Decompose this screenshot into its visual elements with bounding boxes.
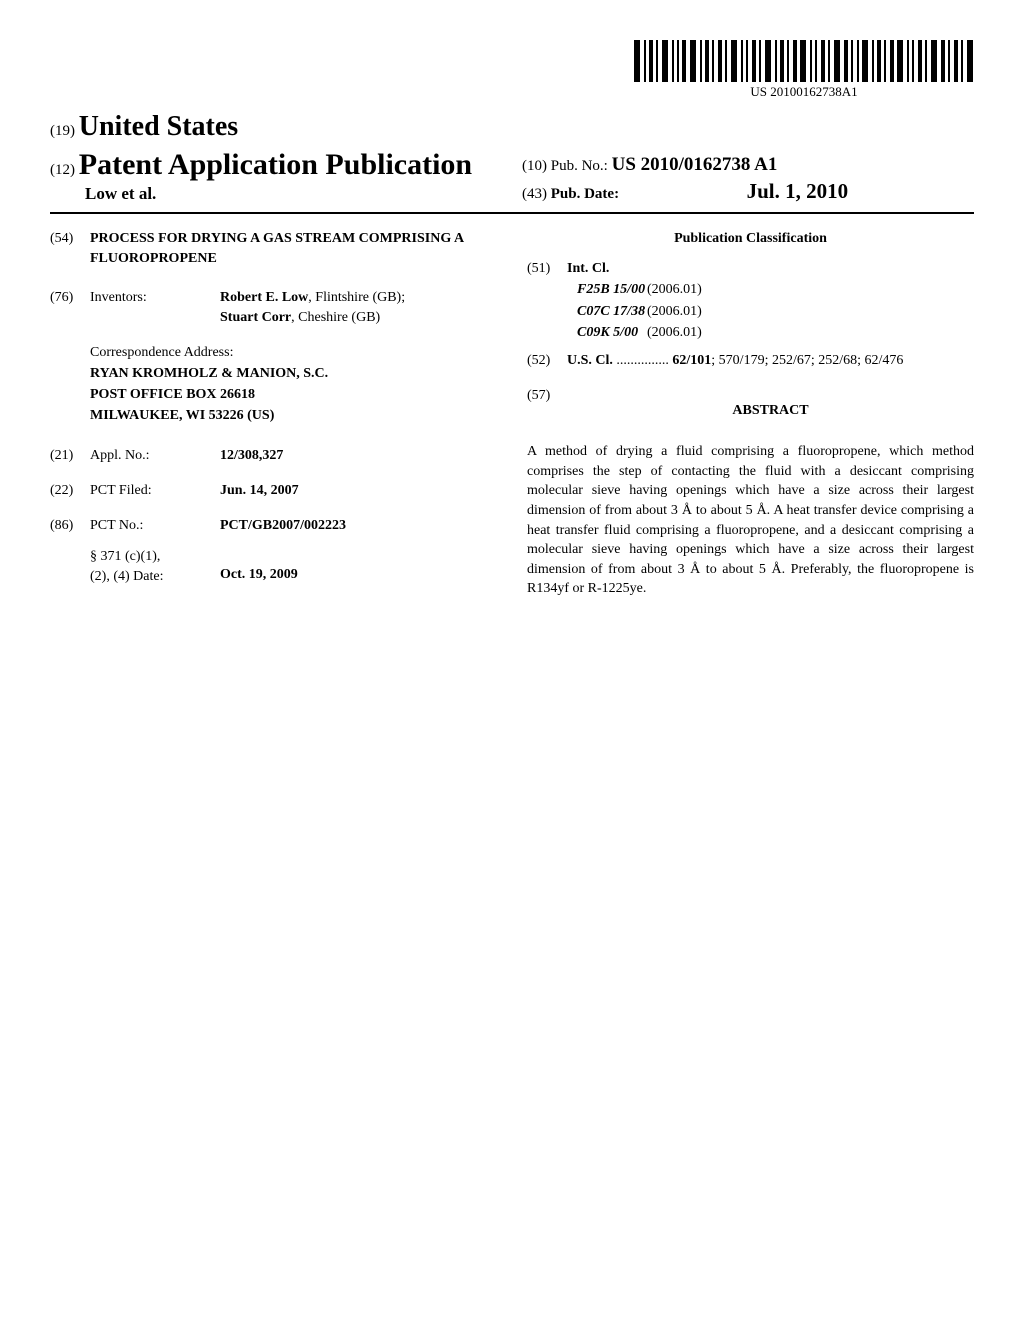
inventors-row: (76) Inventors: Robert E. Low, Flintshir… bbox=[50, 288, 497, 327]
pct-no-label: PCT No.: bbox=[90, 516, 220, 536]
us-cl-dots: ............... bbox=[613, 353, 669, 368]
barcode: US 20100162738A1 bbox=[634, 40, 974, 100]
int-cl-code: (51) bbox=[527, 259, 567, 279]
int-cl-1-code: F25B 15/00 bbox=[527, 280, 647, 300]
pct-filed-label: PCT Filed: bbox=[90, 481, 220, 501]
section-371-row: § 371 (c)(1), (2), (4) Date: Oct. 19, 20… bbox=[50, 547, 497, 586]
pub-date-line: (43) Pub. Date: Jul. 1, 2010 bbox=[522, 179, 974, 204]
pct-no-value: PCT/GB2007/002223 bbox=[220, 516, 497, 536]
us-cl-content: U.S. Cl. ............... 62/101; 570/179… bbox=[567, 351, 974, 371]
abstract-header-row: (57) ABSTRACT bbox=[527, 386, 974, 431]
section-371-date-value: Oct. 19, 2009 bbox=[220, 567, 298, 582]
inventor2-name: Stuart Corr bbox=[220, 310, 291, 325]
pub-no-code: (10) bbox=[522, 158, 547, 174]
appl-value: 12/308,327 bbox=[220, 446, 497, 466]
appl-label: Appl. No.: bbox=[90, 446, 220, 466]
country-code: (19) bbox=[50, 123, 75, 139]
abstract-text: A method of drying a fluid comprising a … bbox=[527, 442, 974, 599]
us-cl-label: U.S. Cl. bbox=[567, 353, 613, 368]
abstract-code: (57) bbox=[527, 386, 567, 431]
int-cl-1-year: (2006.01) bbox=[647, 280, 974, 300]
pub-date-value: Jul. 1, 2010 bbox=[747, 179, 849, 203]
section-371-date: Oct. 19, 2009 bbox=[220, 547, 497, 586]
pub-type-code: (12) bbox=[50, 162, 75, 178]
classification-title: Publication Classification bbox=[527, 229, 974, 249]
title-row: (54) PROCESS FOR DRYING A GAS STREAM COM… bbox=[50, 229, 497, 268]
left-column: (54) PROCESS FOR DRYING A GAS STREAM COM… bbox=[50, 229, 497, 599]
us-cl-value-rest: ; 570/179; 252/67; 252/68; 62/476 bbox=[711, 353, 903, 368]
country-line: (19) United States bbox=[50, 111, 502, 143]
pub-no-label: Pub. No.: bbox=[551, 158, 608, 174]
right-column: Publication Classification (51) Int. Cl.… bbox=[527, 229, 974, 599]
int-cl-2-code: C07C 17/38 bbox=[527, 302, 647, 322]
pub-number-line: (10) Pub. No.: US 2010/0162738 A1 bbox=[522, 154, 974, 176]
authors-line: Low et al. bbox=[50, 184, 502, 204]
int-cl-1: F25B 15/00 (2006.01) bbox=[527, 280, 974, 300]
inventor1-name: Robert E. Low bbox=[220, 290, 308, 305]
pub-type-line: (12) Patent Application Publication bbox=[50, 148, 502, 182]
pct-filed-row: (22) PCT Filed: Jun. 14, 2007 bbox=[50, 481, 497, 501]
pct-filed-value: Jun. 14, 2007 bbox=[220, 481, 497, 501]
two-column: (54) PROCESS FOR DRYING A GAS STREAM COM… bbox=[50, 229, 974, 599]
int-cl-3-code: C09K 5/00 bbox=[527, 323, 647, 343]
pub-date-code: (43) bbox=[522, 186, 547, 202]
country-name: United States bbox=[79, 111, 238, 142]
correspondence-line3: MILWAUKEE, WI 53226 (US) bbox=[90, 405, 497, 426]
int-cl-3-year: (2006.01) bbox=[647, 323, 974, 343]
section-371-line2: (2), (4) Date: bbox=[90, 567, 220, 587]
inventor1-loc: , Flintshire (GB); bbox=[308, 290, 405, 305]
pct-no-row: (86) PCT No.: PCT/GB2007/002223 bbox=[50, 516, 497, 536]
barcode-svg bbox=[634, 40, 974, 82]
divider bbox=[50, 212, 974, 214]
barcode-area: US 20100162738A1 bbox=[50, 40, 974, 101]
header-row: (19) United States (12) Patent Applicati… bbox=[50, 111, 974, 204]
pub-no-value: US 2010/0162738 A1 bbox=[612, 154, 778, 175]
header-right: (10) Pub. No.: US 2010/0162738 A1 (43) P… bbox=[502, 154, 974, 204]
int-cl-row: (51) Int. Cl. bbox=[527, 259, 974, 279]
correspondence-line2: POST OFFICE BOX 26618 bbox=[90, 384, 497, 405]
correspondence-label: Correspondence Address: bbox=[90, 342, 497, 363]
pct-filed-code: (22) bbox=[50, 481, 90, 501]
title-text: PROCESS FOR DRYING A GAS STREAM COMPRISI… bbox=[90, 229, 497, 268]
inventor2-loc: , Cheshire (GB) bbox=[291, 310, 380, 325]
correspondence: Correspondence Address: RYAN KROMHOLZ & … bbox=[90, 342, 497, 426]
us-cl-code: (52) bbox=[527, 351, 567, 371]
inventors-label: Inventors: bbox=[90, 288, 220, 327]
title-code: (54) bbox=[50, 229, 90, 268]
pub-type: Patent Application Publication bbox=[79, 148, 472, 181]
appl-code: (21) bbox=[50, 446, 90, 466]
section-371-line1: § 371 (c)(1), bbox=[90, 547, 220, 567]
inventors-value: Robert E. Low, Flintshire (GB); Stuart C… bbox=[220, 288, 497, 327]
int-cl-label: Int. Cl. bbox=[567, 259, 609, 279]
barcode-text: US 20100162738A1 bbox=[634, 84, 974, 100]
int-cl-2-year: (2006.01) bbox=[647, 302, 974, 322]
appl-row: (21) Appl. No.: 12/308,327 bbox=[50, 446, 497, 466]
us-cl-row: (52) U.S. Cl. ............... 62/101; 57… bbox=[527, 351, 974, 371]
header-left: (19) United States (12) Patent Applicati… bbox=[50, 111, 502, 204]
int-cl-2: C07C 17/38 (2006.01) bbox=[527, 302, 974, 322]
us-cl-value-bold: 62/101 bbox=[669, 353, 711, 368]
section-371-spacer bbox=[50, 547, 90, 586]
pct-no-code: (86) bbox=[50, 516, 90, 536]
abstract-title: ABSTRACT bbox=[567, 401, 974, 421]
inventors-code: (76) bbox=[50, 288, 90, 327]
section-371-labels: § 371 (c)(1), (2), (4) Date: bbox=[90, 547, 220, 586]
int-cl-3: C09K 5/00 (2006.01) bbox=[527, 323, 974, 343]
correspondence-line1: RYAN KROMHOLZ & MANION, S.C. bbox=[90, 363, 497, 384]
pub-date-label: Pub. Date: bbox=[551, 186, 619, 202]
